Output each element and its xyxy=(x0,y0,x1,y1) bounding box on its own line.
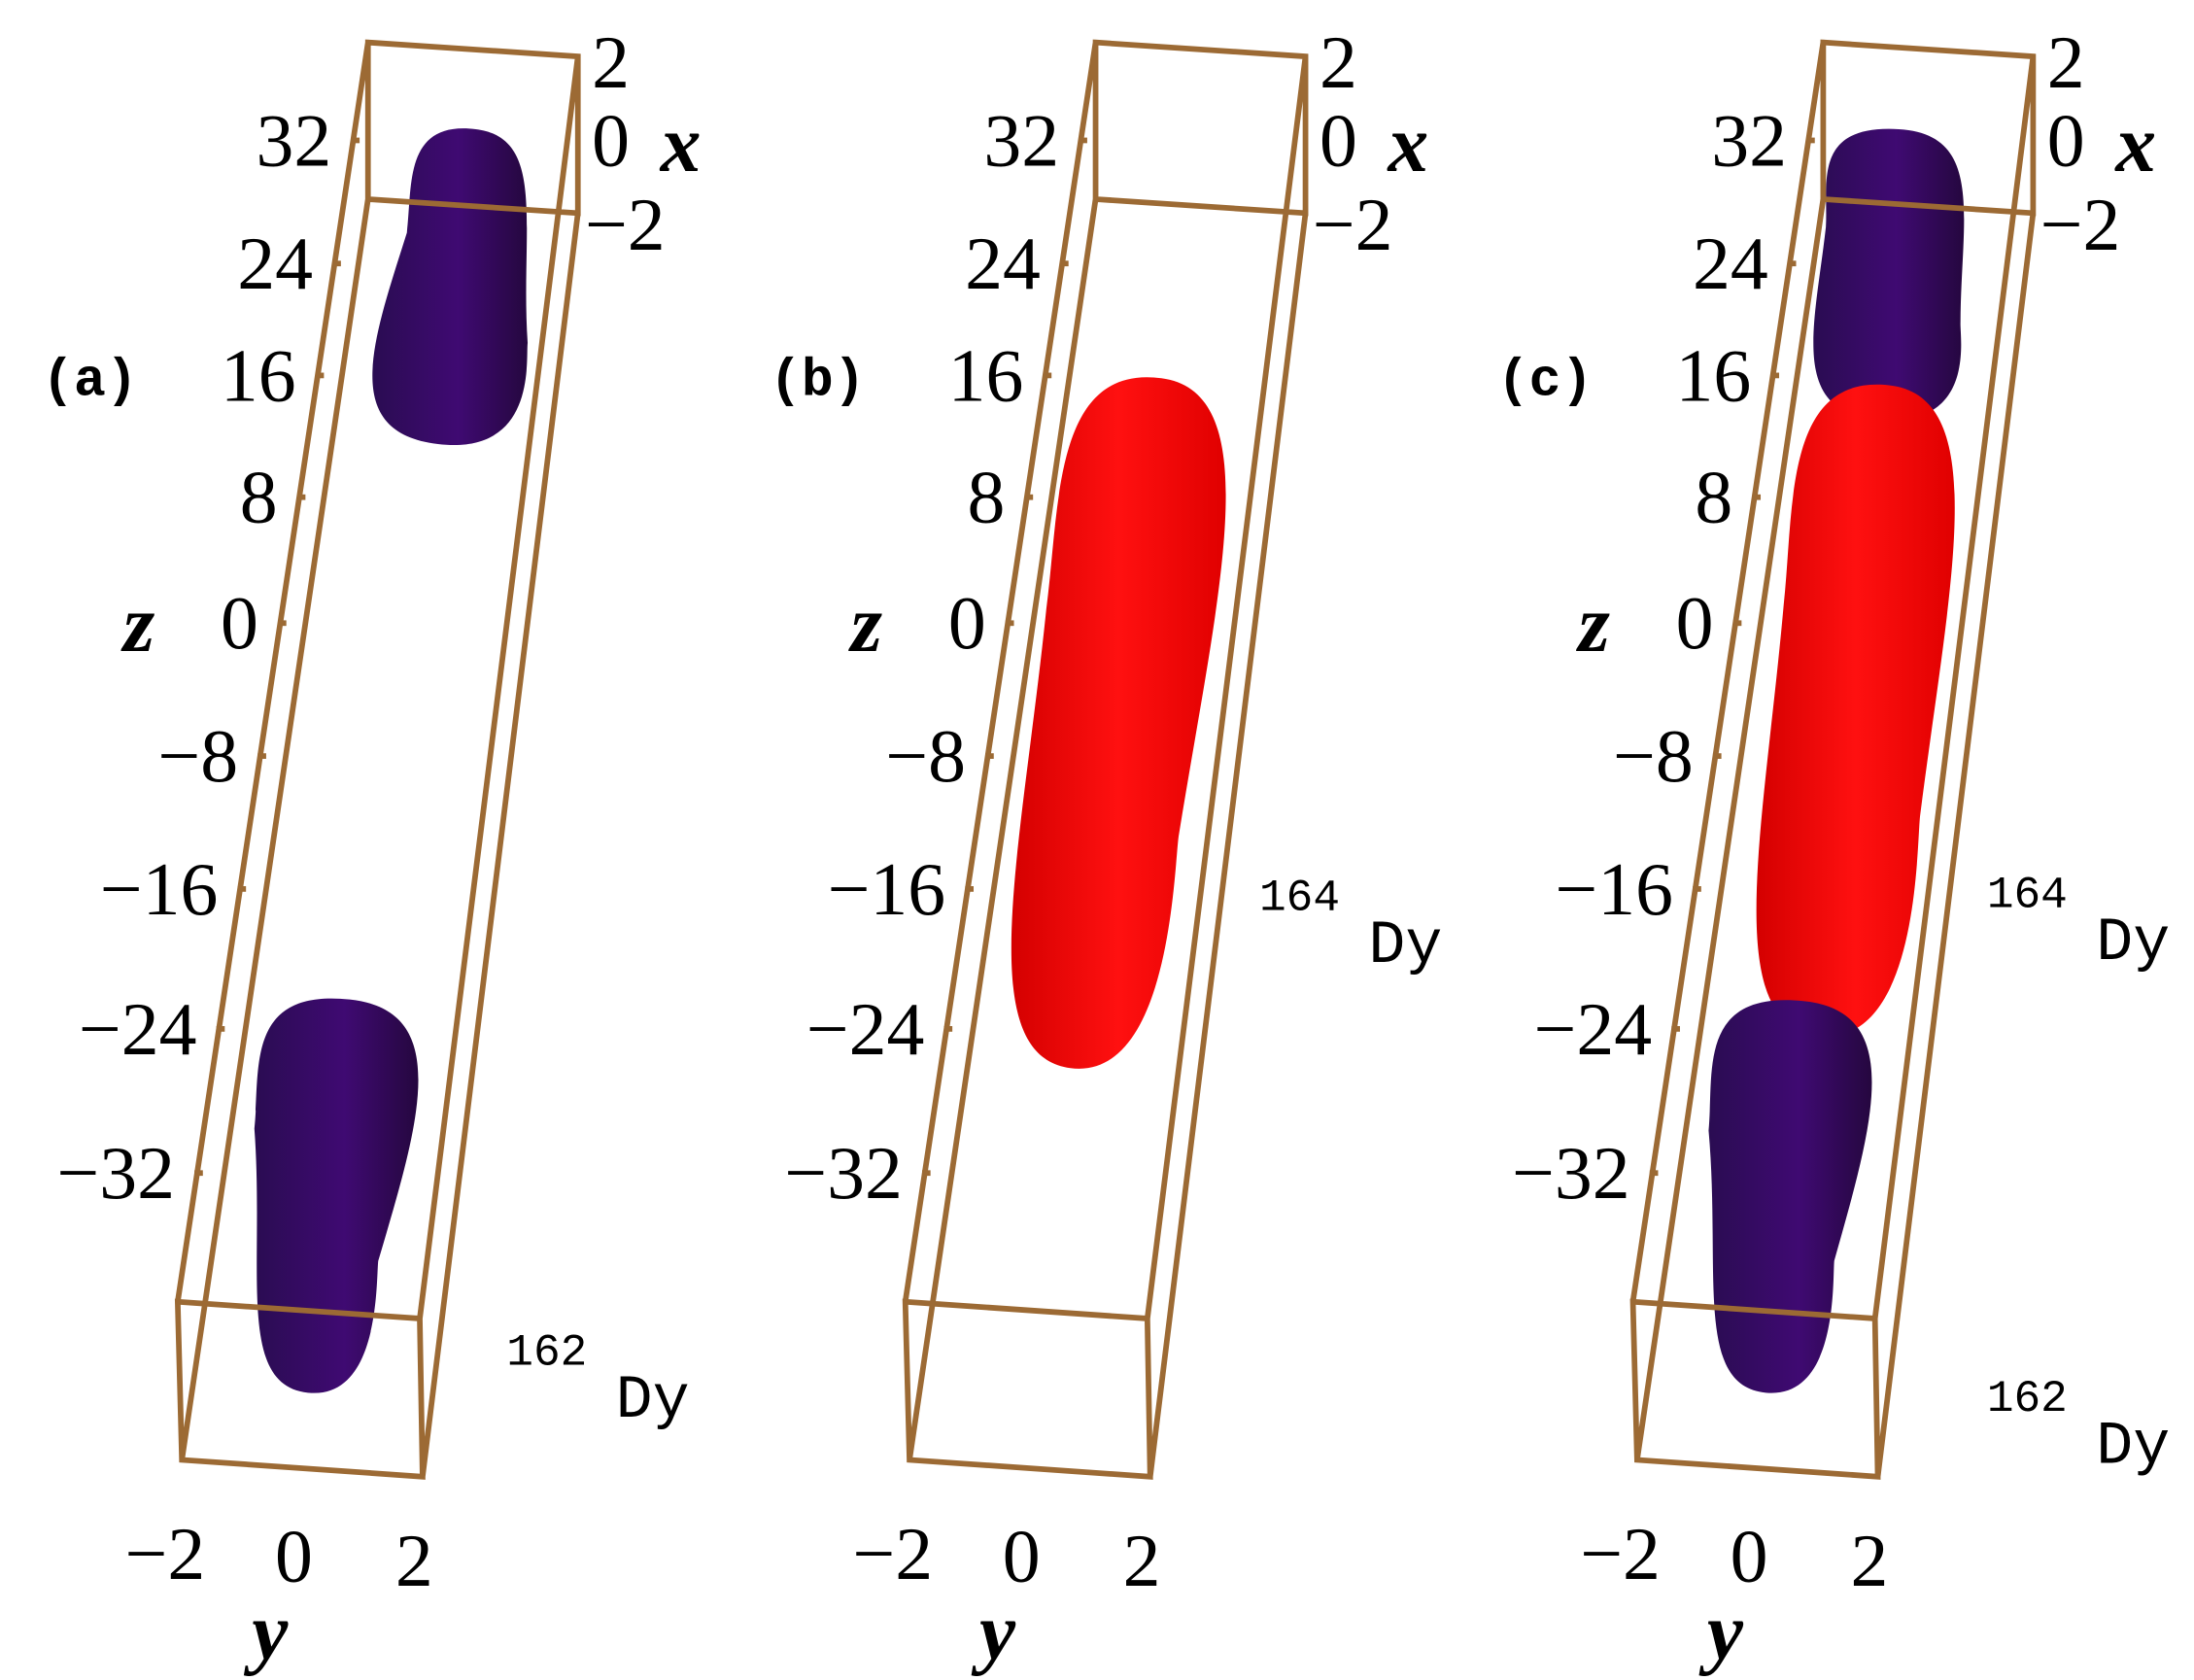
isotope-mass: 162 xyxy=(1987,1374,2068,1424)
y-axis-label: y xyxy=(243,1588,289,1677)
y-tick-label: −2 xyxy=(1580,1512,1661,1595)
z-tick-label: 0 xyxy=(948,581,986,665)
z-tick-label: 16 xyxy=(948,333,1024,417)
density-isosurface xyxy=(372,128,529,446)
z-tick-label: −8 xyxy=(885,714,966,798)
bounding-box xyxy=(902,39,1309,1480)
z-tick-label: 32 xyxy=(983,98,1059,182)
z-tick-label: −24 xyxy=(79,987,197,1071)
isotope-element: Dy xyxy=(616,1366,690,1436)
x-tick-label: 2 xyxy=(1320,20,1357,104)
z-tick-label: −8 xyxy=(1613,714,1694,798)
y-tick-label: 0 xyxy=(275,1515,313,1598)
z-tick-label: 16 xyxy=(221,333,296,417)
z-tick-label: 32 xyxy=(257,98,332,182)
z-tick-label: 24 xyxy=(237,222,313,305)
z-tick-label: −32 xyxy=(56,1131,175,1215)
x-tick-label: −2 xyxy=(585,183,666,266)
isotope-element: Dy xyxy=(2096,909,2170,978)
y-tick-label: 2 xyxy=(1123,1519,1161,1602)
z-tick-label: −24 xyxy=(1534,987,1653,1071)
z-tick-label: 24 xyxy=(1693,222,1768,305)
density-isosurface xyxy=(1813,128,1965,421)
y-tick-label: 2 xyxy=(1850,1519,1888,1602)
density-isosurface xyxy=(1011,377,1226,1069)
z-tick-label: −32 xyxy=(1512,1131,1630,1215)
x-tick-label: −2 xyxy=(1313,183,1393,266)
x-tick-label: 2 xyxy=(592,20,630,104)
isotope-element: Dy xyxy=(1368,911,1442,981)
z-tick-label: 32 xyxy=(1711,98,1787,182)
z-tick-label: −8 xyxy=(157,714,238,798)
density-isosurface xyxy=(1708,1000,1872,1393)
density-isosurface xyxy=(254,998,419,1393)
z-tick-label: 8 xyxy=(240,456,278,539)
bounding-box xyxy=(1629,39,2037,1480)
z-axis-label: z xyxy=(120,580,155,669)
isotope-mass: 164 xyxy=(1259,874,1340,924)
x-tick-label: 0 xyxy=(2047,98,2085,182)
y-tick-label: 0 xyxy=(1003,1515,1041,1598)
z-tick-label: 16 xyxy=(1675,333,1751,417)
isotope-mass: 164 xyxy=(1987,871,2068,921)
z-tick-label: −32 xyxy=(784,1131,903,1215)
y-tick-label: −2 xyxy=(852,1512,933,1595)
density-isosurface xyxy=(1756,384,1955,1037)
z-axis-label: z xyxy=(848,580,883,669)
z-tick-label: 0 xyxy=(1676,581,1714,665)
isotope-mass: 162 xyxy=(506,1328,587,1379)
x-tick-label: −2 xyxy=(2040,183,2121,266)
x-tick-label: 0 xyxy=(592,98,630,182)
x-axis-label: x xyxy=(2113,100,2156,189)
z-tick-label: 8 xyxy=(968,456,1006,539)
y-tick-label: 0 xyxy=(1731,1515,1768,1598)
z-tick-label: −16 xyxy=(100,847,219,931)
y-axis-label: y xyxy=(971,1588,1016,1677)
z-tick-label: −24 xyxy=(806,987,925,1071)
z-tick-label: 0 xyxy=(221,581,258,665)
bounding-box xyxy=(174,39,581,1480)
x-tick-label: 0 xyxy=(1320,98,1357,182)
x-axis-label: x xyxy=(1387,100,1429,189)
y-tick-label: −2 xyxy=(125,1512,206,1595)
x-axis-label: x xyxy=(659,100,702,189)
y-axis-label: y xyxy=(1698,1588,1744,1677)
panel-label: (a) xyxy=(42,352,138,412)
panel-label: (b) xyxy=(770,352,866,412)
panel-label: (c) xyxy=(1497,352,1594,412)
x-tick-label: 2 xyxy=(2047,20,2085,104)
z-axis-label: z xyxy=(1575,580,1610,669)
z-tick-label: 8 xyxy=(1695,456,1732,539)
y-tick-label: 2 xyxy=(395,1519,433,1602)
isotope-element: Dy xyxy=(2096,1412,2170,1482)
z-tick-label: −16 xyxy=(828,847,946,931)
z-tick-label: 24 xyxy=(965,222,1041,305)
z-tick-label: −16 xyxy=(1555,847,1673,931)
